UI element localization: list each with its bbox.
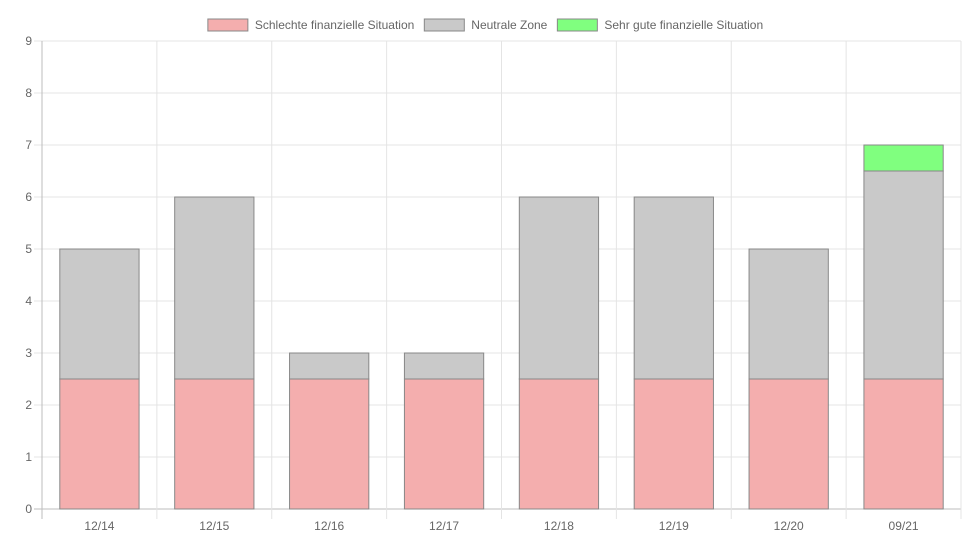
legend-swatch — [556, 18, 598, 32]
legend-label: Neutrale Zone — [471, 18, 547, 32]
bar-segment — [59, 248, 140, 380]
y-tick-label: 9 — [25, 34, 32, 48]
axes: 0 1 2 3 4 5 6 7 8 9 12/14 12/15 12/16 12/17 12/18 12/19… — [25, 34, 919, 533]
bar-segment — [633, 196, 714, 380]
x-tick-label: 12/14 — [84, 519, 114, 533]
legend-item: Sehr gute finanzielle Situation — [556, 18, 763, 32]
bar-segment — [633, 378, 714, 510]
bar-segment — [518, 196, 600, 380]
x-tick-label: 12/16 — [314, 519, 344, 533]
bar-segment — [174, 378, 255, 510]
legend-swatch — [423, 18, 465, 32]
legend: Schlechte finanzielle Situation Neutrale … — [207, 18, 763, 32]
legend-label: Schlechte finanzielle Situation — [255, 18, 414, 32]
bar-segment — [863, 378, 944, 510]
bar-segment — [174, 196, 255, 380]
legend-item: Schlechte finanzielle Situation — [207, 18, 414, 32]
bar-segment — [518, 378, 600, 510]
legend-item: Neutrale Zone — [423, 18, 548, 32]
y-tick-label: 3 — [25, 346, 32, 360]
y-tick-label: 7 — [25, 138, 32, 152]
bar-segment — [403, 352, 485, 380]
y-tick-label: 0 — [25, 502, 32, 516]
bar-segment — [59, 378, 140, 510]
x-tick-label: 12/20 — [774, 519, 804, 533]
x-tick-label: 12/17 — [429, 519, 459, 533]
bar-segment — [748, 378, 829, 510]
x-tick-label: 12/15 — [199, 519, 229, 533]
x-tick-label: 09/21 — [889, 519, 919, 533]
y-tick-label: 2 — [25, 398, 32, 412]
bar-segment — [863, 144, 944, 172]
legend-swatch — [207, 18, 249, 32]
x-tick-label: 12/18 — [544, 519, 574, 533]
bars — [59, 144, 944, 510]
bar-segment — [863, 170, 944, 380]
legend-label: Sehr gute finanzielle Situation — [604, 18, 763, 32]
bar-segment — [403, 378, 485, 510]
y-tick-label: 6 — [25, 190, 32, 204]
y-tick-label: 8 — [25, 86, 32, 100]
bar-segment — [289, 352, 370, 380]
y-tick-label: 5 — [25, 242, 32, 256]
y-tick-label: 1 — [25, 450, 32, 464]
y-tick-label: 4 — [25, 294, 32, 308]
bar-segment — [289, 378, 370, 510]
bar-segment — [748, 248, 829, 380]
x-tick-label: 12/19 — [659, 519, 689, 533]
